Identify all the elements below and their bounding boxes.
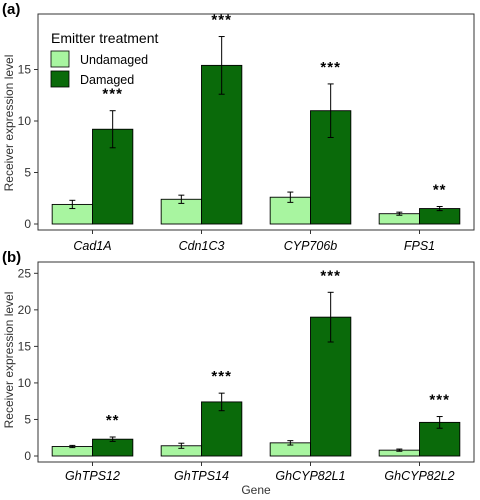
panel-a-significance: *********** [102, 12, 447, 199]
panel-b-x-axis-label: Gene [241, 483, 271, 497]
panel-b-ytick-label-0: 0 [24, 449, 31, 463]
panel-a-xtick-label-3: FPS1 [404, 239, 435, 253]
significance-a-3: ** [433, 181, 447, 198]
panel-b: (b) Receiver expression level 0 5 10 15 20 25… [2, 249, 475, 497]
panel-b-plot-frame [37, 261, 475, 463]
panel-b-ytick-label-3: 15 [18, 339, 32, 353]
panel-b-error-bars [69, 291, 443, 452]
legend-swatch-undamaged [50, 50, 70, 68]
significance-a-1: *** [211, 12, 232, 29]
panel-b-xtick-label-1: GhTPS14 [174, 469, 229, 483]
panel-b-ytick-label-1: 5 [24, 412, 31, 426]
legend-swatch-damaged [50, 70, 70, 88]
panel-a-ytick-label-0: 0 [24, 217, 31, 231]
panel-a-ytick-label-1: 5 [24, 166, 31, 180]
panel-b-x-ticks: GhTPS12 GhTPS14 GhCYP82L1 GhCYP82L2 [65, 462, 455, 483]
panel-b-xtick-label-0: GhTPS12 [65, 469, 120, 483]
panel-b-label: (b) [2, 249, 21, 266]
panel-a-xtick-label-2: CYP706b [284, 239, 338, 253]
significance-b-1: *** [211, 368, 232, 385]
panel-a-plot-frame [37, 13, 475, 231]
legend-label-damaged: Damaged [80, 73, 134, 87]
panel-b-xtick-label-3: GhCYP82L2 [384, 469, 454, 483]
panel-a-xtick-label-0: Cad1A [73, 239, 111, 253]
panel-a-xtick-label-1: Cdn1C3 [179, 239, 225, 253]
panel-b-ytick-label-5: 25 [18, 266, 32, 280]
panel-b-ytick-label-4: 20 [18, 303, 32, 317]
significance-a-0: *** [102, 86, 123, 103]
significance-a-2: *** [320, 59, 341, 76]
panel-b-y-ticks: 0 5 10 15 20 25 [18, 266, 38, 463]
panel-a-error-bars [69, 36, 443, 216]
panel-a-label: (a) [2, 1, 20, 18]
legend-title: Emitter treatment [51, 30, 158, 46]
legend: Emitter treatment Undamaged Damaged [50, 30, 158, 88]
significance-b-2: *** [320, 267, 341, 284]
panel-b-y-axis-label: Receiver expression level [2, 292, 16, 429]
legend-label-undamaged: Undamaged [80, 53, 148, 67]
significance-b-0: ** [106, 412, 120, 429]
panel-a-x-ticks: Cad1A Cdn1C3 CYP706b FPS1 [73, 230, 435, 253]
significance-b-3: *** [429, 392, 450, 409]
panel-a-ytick-label-3: 15 [18, 63, 32, 77]
panel-b-bars [51, 316, 461, 457]
panel-b-significance: *********** [106, 267, 450, 429]
panel-b-ytick-label-2: 10 [18, 376, 32, 390]
panel-a-y-ticks: 0 5 10 15 [18, 63, 38, 231]
panel-a-ytick-label-2: 10 [18, 114, 32, 128]
panel-a-y-axis-label: Receiver expression level [2, 55, 16, 192]
panel-b-xtick-label-2: GhCYP82L1 [275, 469, 345, 483]
